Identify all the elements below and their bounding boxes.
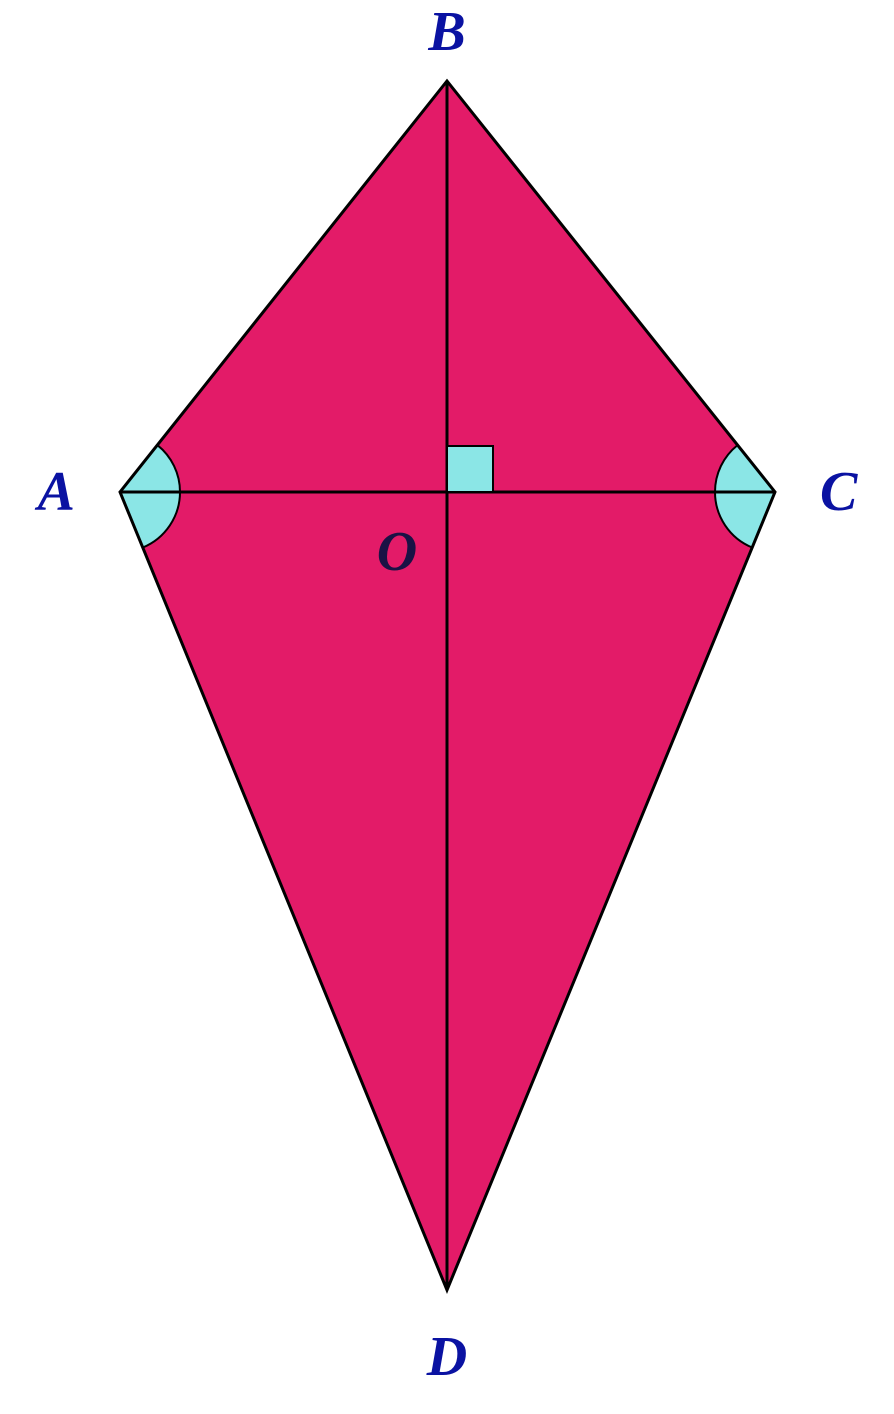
label-O: O (377, 521, 417, 583)
kite-diagram: A B C D O (0, 0, 894, 1414)
label-B: B (427, 1, 465, 63)
label-C: C (820, 461, 858, 523)
right-angle-marker (447, 446, 493, 492)
label-A: A (35, 461, 75, 523)
label-D: D (426, 1326, 467, 1388)
